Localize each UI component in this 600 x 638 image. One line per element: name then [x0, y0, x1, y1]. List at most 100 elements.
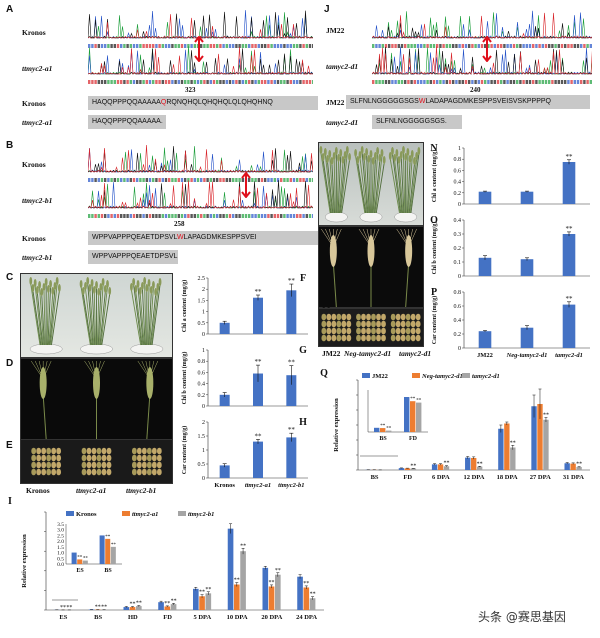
bar — [471, 458, 477, 470]
base-call — [116, 214, 120, 218]
base-call — [148, 214, 152, 218]
seq-wt-mut-a: Q — [160, 99, 167, 106]
grain — [390, 313, 396, 321]
grain — [86, 447, 92, 455]
sequence-mut-b: WPPVAPPPQEAETDPSVL. — [88, 250, 178, 264]
base-call — [232, 44, 235, 48]
inset-x-tick-label: FD — [409, 436, 418, 442]
base-call — [251, 178, 254, 182]
stem — [137, 286, 144, 346]
base-call — [248, 80, 251, 84]
spike — [147, 279, 151, 287]
base-call — [123, 214, 126, 218]
spike — [415, 152, 419, 160]
base-call — [516, 44, 519, 48]
grain — [400, 327, 406, 335]
spike — [95, 281, 98, 289]
stem — [91, 285, 96, 346]
x-tick-label: 10 DPA — [227, 614, 248, 621]
grain — [56, 447, 62, 455]
trace-label-ttmyc2-b1: ttmyc2-b1 — [22, 196, 53, 205]
grain — [395, 313, 401, 321]
x-tick-label: 12 DPA — [463, 474, 484, 481]
grain — [141, 454, 147, 462]
spike — [345, 146, 349, 154]
base-call — [216, 178, 219, 182]
base-call — [506, 80, 509, 84]
base-call — [410, 80, 413, 84]
significance-mark: ** — [95, 605, 101, 611]
significance-mark: ** — [416, 399, 422, 404]
bar — [286, 290, 297, 334]
spike — [88, 284, 92, 292]
panel-label-d: D — [6, 358, 14, 369]
base-call — [292, 178, 296, 182]
base-call — [487, 44, 490, 48]
chromatogram-trace — [372, 46, 592, 75]
position-number-a: 323 — [185, 86, 196, 94]
bar — [253, 441, 263, 478]
grain — [46, 447, 52, 455]
awn — [141, 360, 151, 380]
grain — [400, 313, 406, 321]
bar — [275, 574, 281, 610]
mutation-arrow-b — [241, 172, 251, 198]
awn — [329, 228, 334, 248]
base-call — [257, 178, 260, 182]
significance-mark: ** — [288, 359, 296, 367]
bar — [164, 606, 171, 610]
stem — [51, 290, 60, 346]
awn — [404, 228, 409, 248]
base-call — [506, 44, 509, 48]
grain — [31, 447, 37, 455]
base-call — [238, 214, 241, 218]
base-call — [222, 214, 225, 218]
grain — [151, 468, 157, 476]
spike — [397, 156, 401, 164]
seq-wt-mut-j: W — [418, 98, 426, 105]
y-axis-label: Chl b content (mg/g) — [181, 352, 188, 405]
base-call — [123, 178, 126, 182]
bar — [504, 423, 510, 470]
base-call — [413, 44, 416, 48]
spike-photo-d — [20, 358, 173, 440]
base-call — [91, 44, 94, 48]
spike — [149, 286, 153, 294]
base-call — [283, 214, 286, 218]
grain — [106, 468, 112, 476]
stem — [144, 283, 147, 346]
base-call — [145, 178, 148, 182]
y-tick-label: 1.5 — [198, 434, 206, 440]
grain — [36, 461, 42, 469]
inset-y-tick-label: 2.0 — [57, 539, 64, 545]
panel-label: Q — [320, 368, 328, 379]
y-axis-label: Chl a content (mg/g) — [181, 280, 188, 333]
y-tick-label: 1 — [202, 348, 205, 354]
spike — [367, 155, 371, 163]
bar — [199, 596, 205, 610]
inset-x-tick-label: BS — [104, 568, 112, 574]
spike — [42, 283, 46, 291]
base-call — [219, 44, 222, 48]
awn — [137, 360, 151, 380]
base-call — [576, 80, 580, 84]
chromatogram-a1 — [88, 10, 313, 48]
base-call — [416, 80, 420, 84]
spike — [393, 154, 397, 162]
grain — [366, 327, 371, 335]
base-call — [212, 44, 216, 48]
spike — [404, 153, 408, 161]
base-call — [557, 80, 560, 84]
grain — [151, 461, 157, 469]
base-call — [445, 80, 448, 84]
grain — [405, 334, 411, 342]
base-call — [260, 44, 264, 48]
stem — [139, 293, 145, 346]
spike — [323, 148, 327, 156]
base-call — [152, 80, 155, 84]
x-tick-label: JM22 — [477, 352, 493, 359]
spike-stem — [405, 262, 410, 307]
spike — [339, 149, 343, 157]
